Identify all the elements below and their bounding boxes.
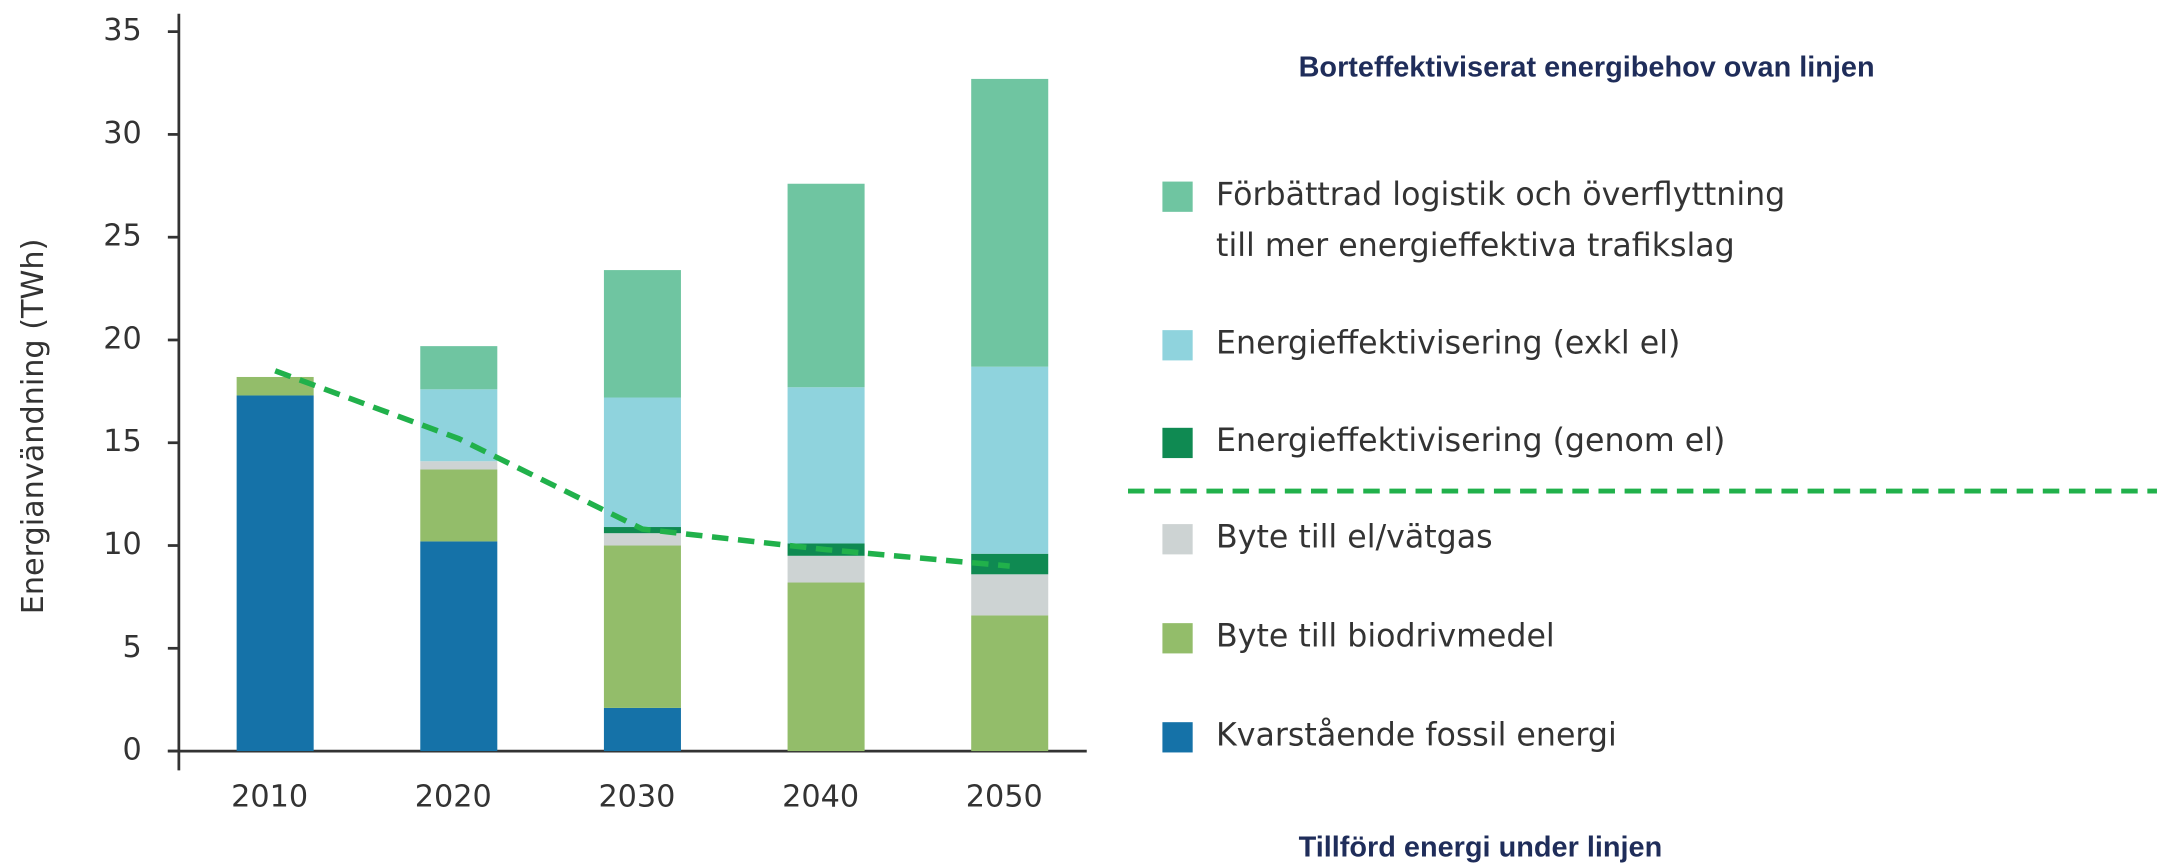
y-tick-label: 15 [103, 424, 142, 459]
heading-bottom: Tillförd energi under linjen [1299, 831, 1663, 863]
legend-label: Kvarstående fossil energi [1216, 718, 1617, 754]
legend-item: Byte till el/vätgas [1216, 519, 1493, 556]
legend-label: Förbättrad logistik och överflyttning ti… [1216, 177, 1786, 265]
y-tick-label: 25 [103, 219, 142, 254]
bar-segment [603, 397, 681, 528]
bar-segment [787, 582, 865, 752]
bar-segment [236, 395, 314, 752]
y-tick-label: 5 [122, 630, 141, 665]
threshold-line [274, 368, 1010, 569]
y-tick-label: 35 [103, 13, 142, 48]
x-tick-label: 2010 [231, 779, 308, 814]
bar-segment [236, 376, 314, 396]
x-tick-label: 2050 [966, 779, 1043, 814]
legend-item: Förbättrad logistik och överflyttning ti… [1216, 177, 1786, 265]
legend-item: Byte till biodrivmedel [1216, 619, 1555, 655]
x-tick-label: 2040 [782, 779, 859, 814]
bar-segment [971, 615, 1049, 752]
bar-segment [420, 346, 498, 390]
legend-label: Byte till el/vätgas [1216, 519, 1493, 556]
x-tick-label: 2020 [415, 779, 492, 814]
y-tick-label: 10 [103, 527, 142, 562]
y-axis-label: Energianvändning (TWh) [16, 239, 51, 615]
bar-segment [603, 533, 681, 546]
legend-swatch [1162, 524, 1193, 555]
legend-item: Energieffektivisering (exkl el) [1216, 326, 1681, 362]
bar-segment [603, 545, 681, 708]
bar-segment [971, 366, 1049, 554]
legend-swatch [1162, 722, 1193, 753]
x-tick-label: 2030 [598, 779, 675, 814]
bar-segment [971, 574, 1049, 616]
bar-segment [420, 461, 498, 470]
bar-segment [420, 469, 498, 542]
legend-label: Energieffektivisering (genom el) [1216, 423, 1726, 460]
y-tick-label: 0 [122, 733, 141, 768]
bar-segment [420, 541, 498, 752]
y-tick-label: 20 [103, 321, 142, 356]
bar-segment [787, 183, 865, 388]
legend-swatch [1162, 330, 1193, 361]
bar-segment [787, 387, 865, 544]
legend-item: Energieffektivisering (genom el) [1216, 423, 1726, 460]
bar-segment [971, 78, 1049, 367]
heading-top: Borteffektiviserat energibehov ovan linj… [1299, 51, 1875, 83]
legend-label: Byte till biodrivmedel [1216, 619, 1555, 655]
y-tick-label: 30 [103, 116, 142, 151]
legend-swatch [1162, 427, 1193, 459]
legend-item: Kvarstående fossil energi [1216, 718, 1617, 754]
legend-swatch [1162, 623, 1193, 654]
bar-segment [787, 555, 865, 583]
bar-segment [603, 707, 681, 752]
legend-swatch [1162, 181, 1193, 212]
bar-segment [603, 270, 681, 398]
legend-label: Energieffektivisering (exkl el) [1216, 326, 1681, 362]
